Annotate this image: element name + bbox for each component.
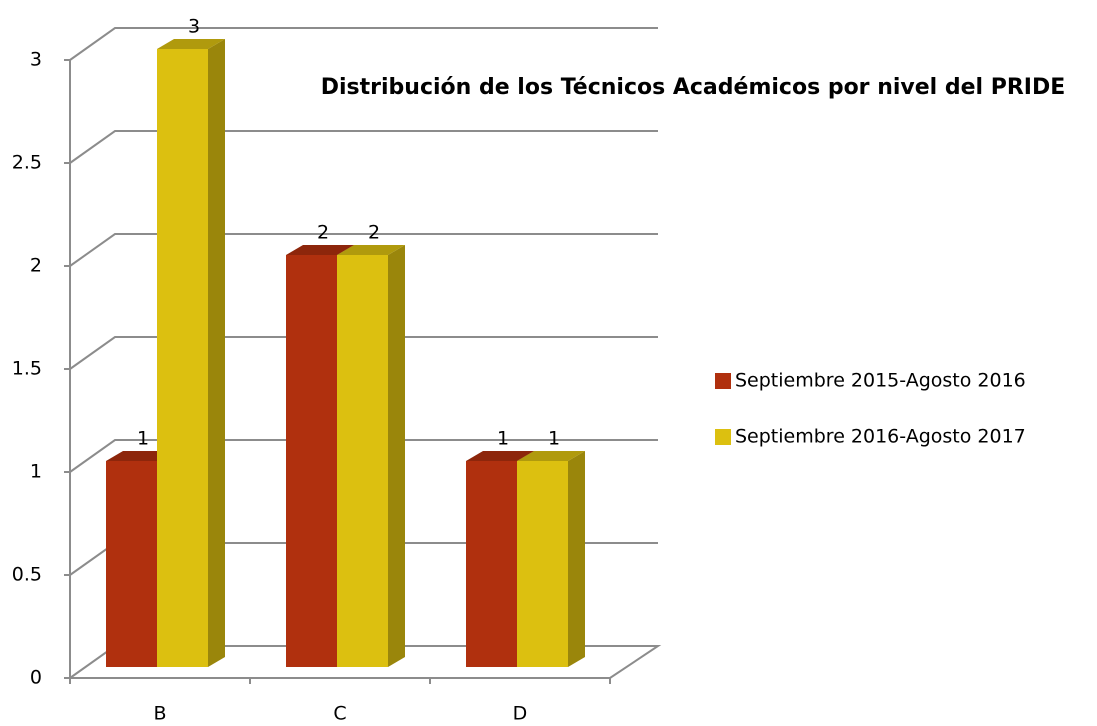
bar-top: [517, 451, 585, 461]
data-label: 1: [497, 428, 509, 450]
y-tick-label: 1: [30, 461, 42, 483]
bar-face: [517, 461, 568, 667]
data-label: 2: [317, 222, 329, 244]
bar-side: [388, 245, 405, 667]
data-label: 1: [137, 428, 149, 450]
legend-label: Septiembre 2016-Agosto 2017: [735, 426, 1026, 448]
y-tick-label: 1.5: [12, 358, 42, 380]
data-label: 1: [548, 428, 560, 450]
bar-face: [337, 255, 388, 667]
bar-face: [466, 461, 517, 667]
bar-face: [106, 461, 157, 667]
bar: [337, 245, 405, 667]
x-tick-label: B: [153, 703, 166, 725]
data-label: 2: [368, 222, 380, 244]
x-tick-label: C: [333, 703, 346, 725]
y-tick-label: 3: [30, 49, 42, 71]
y-tick-label: 2: [30, 255, 42, 277]
bar-face: [157, 49, 208, 667]
bar: [157, 39, 225, 667]
grid-line: [69, 233, 658, 267]
data-label: 3: [188, 16, 200, 38]
bar-top: [337, 245, 405, 255]
chart-title: Distribución de los Técnicos Académicos …: [321, 75, 1066, 100]
legend-label: Septiembre 2015-Agosto 2016: [735, 370, 1026, 392]
legend-swatch: [715, 373, 731, 389]
y-tick-label: 0.5: [12, 564, 42, 586]
bar-top: [466, 451, 534, 461]
x-tick-label: D: [513, 703, 528, 725]
bar-side: [568, 451, 585, 667]
grid-line: [69, 130, 658, 164]
bar-top: [157, 39, 225, 49]
bar-side: [208, 39, 225, 667]
grid-line: [69, 27, 658, 61]
grid-line: [69, 336, 658, 370]
grid-line: [69, 439, 658, 473]
bar: [517, 451, 585, 667]
legend-swatch: [715, 429, 731, 445]
y-tick-label: 2.5: [12, 152, 42, 174]
bar-top: [286, 245, 354, 255]
bar-face: [286, 255, 337, 667]
y-tick-label: 0: [30, 667, 42, 689]
